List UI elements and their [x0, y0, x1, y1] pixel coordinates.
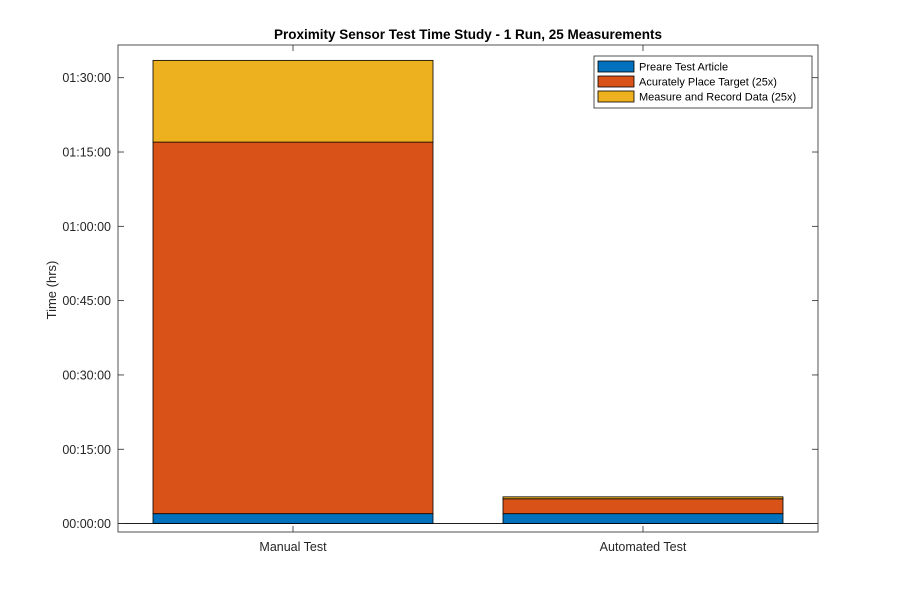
bar-manual-test-series-1: [152, 513, 434, 524]
legend-swatch: [597, 75, 635, 88]
bar-manual-test-series-3: [152, 59, 434, 143]
y-tick-label: 00:30:00: [62, 368, 111, 382]
y-tick-label: 00:00:00: [62, 517, 111, 531]
x-tick-label: Automated Test: [600, 540, 687, 554]
y-tick-label: 00:45:00: [62, 294, 111, 308]
chart-title: Proximity Sensor Test Time Study - 1 Run…: [274, 27, 662, 42]
legend-swatch: [597, 90, 635, 103]
plot-frame: [117, 44, 819, 533]
y-axis-label: Time (hrs): [44, 261, 59, 320]
y-tick-label: 00:15:00: [62, 443, 111, 457]
y-tick-label: 01:00:00: [62, 220, 111, 234]
bar-automated-test-series-1: [502, 513, 784, 524]
y-tick-label: 01:30:00: [62, 71, 111, 85]
bar-automated-test-series-3: [502, 496, 784, 500]
legend-label: Preare Test Article: [639, 62, 728, 74]
bar-manual-test-series-2: [152, 141, 434, 515]
bars-layer: [152, 59, 784, 524]
legend-label: Measure and Record Data (25x): [639, 92, 796, 104]
y-tick-label: 01:15:00: [62, 146, 111, 160]
bar-automated-test-series-2: [502, 498, 784, 515]
legend-label: Acurately Place Target (25x): [639, 77, 777, 89]
ticks-layer: 00:00:00 00:15:00 00:30:00 00:45:00 01:00:00…: [62, 45, 818, 554]
legend-swatch: [597, 60, 635, 73]
legend: Preare Test Article Acurately Place Targe…: [593, 55, 813, 109]
axes-layer: [117, 44, 819, 533]
x-tick-label: Manual Test: [259, 540, 327, 554]
